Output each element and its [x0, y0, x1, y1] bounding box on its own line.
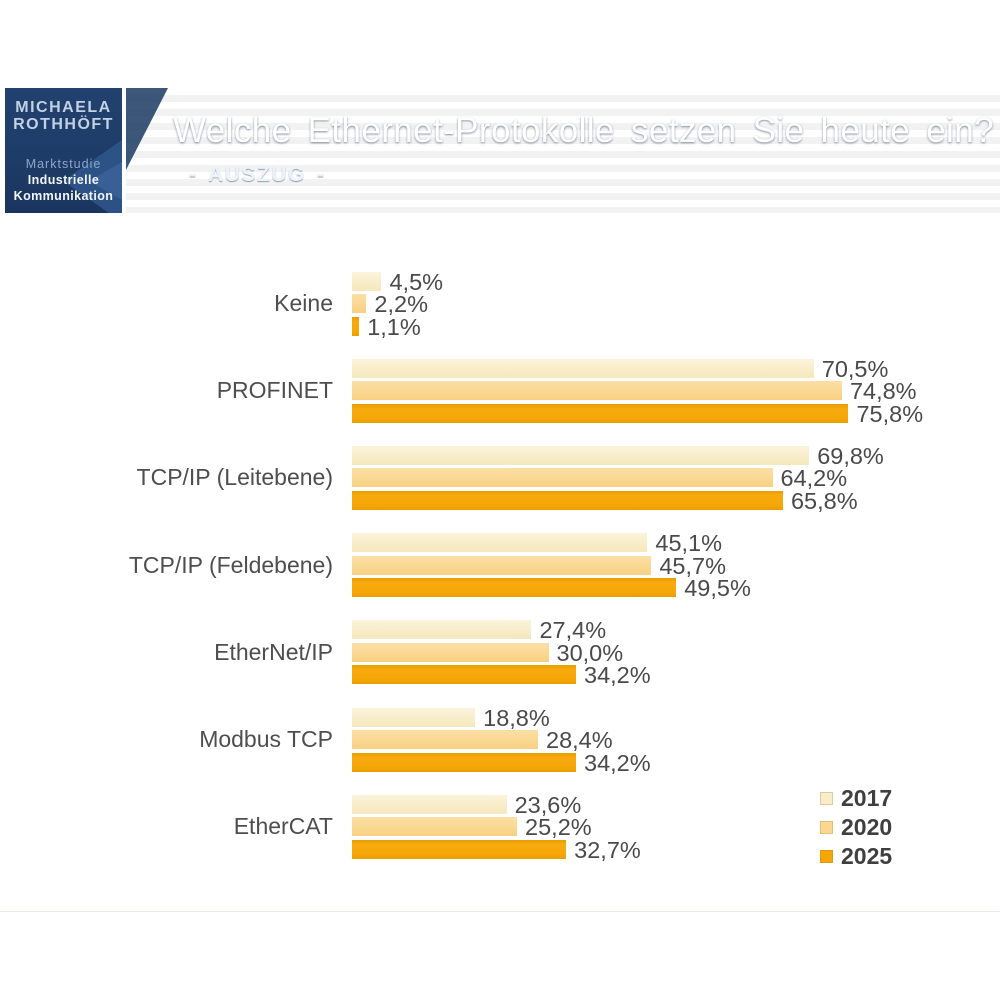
- legend-label-2017: 2017: [841, 785, 893, 811]
- bar-2025: [352, 665, 576, 685]
- value-label: 65,8%: [790, 487, 858, 514]
- category-label: TCP/IP (Leitebene): [136, 464, 333, 491]
- value-label: 34,2%: [584, 749, 651, 776]
- bar-group: TCP/IP (Leitebene) 69,8% 64,2% 65,8%: [0, 442, 1000, 514]
- bar-group: EtherCAT 23,6% 25,2% 32,7%: [0, 791, 1000, 863]
- logo-name-line2: ROTHHÖFT: [13, 116, 114, 133]
- value-label: 49,5%: [684, 575, 751, 602]
- category-label: TCP/IP (Feldebene): [128, 551, 333, 578]
- bar-group: Modbus TCP 18,8% 28,4% 34,2%: [0, 704, 1000, 776]
- bar-2025: [352, 578, 677, 598]
- title-band: Welche Ethernet-Protokolle setzen Sie he…: [126, 88, 1000, 213]
- logo: MICHAELA ROTHHÖFT Marktstudie Industriel…: [5, 88, 122, 213]
- value-label: 23,6%: [514, 791, 582, 818]
- banner-wedge-decoration: [126, 88, 168, 170]
- value-label: 28,4%: [546, 727, 613, 753]
- bar-group: PROFINET 70,5% 74,8% 75,8%: [0, 355, 1000, 427]
- legend-entry-2025: 2025: [820, 844, 892, 868]
- page-title: Welche Ethernet-Protokolle setzen Sie he…: [173, 111, 994, 150]
- category-label: EtherNet/IP: [214, 638, 333, 665]
- value-label: 74,8%: [849, 378, 917, 405]
- bar-2020: [352, 730, 539, 749]
- bar-2017: [352, 271, 382, 291]
- bar-group: EtherNet/IP 27,4% 30,0% 34,2%: [0, 617, 1000, 689]
- chart-bottom-border: [0, 911, 1000, 912]
- legend-entry-2020: 2020: [820, 815, 892, 839]
- value-label: 69,8%: [817, 442, 884, 469]
- logo-separator: [122, 88, 126, 213]
- legend-swatch-2020-icon: [820, 820, 833, 834]
- category-label: Keine: [274, 290, 333, 316]
- value-label: 4,5%: [389, 268, 444, 295]
- logo-subtitle-3: Kommunikation: [13, 189, 114, 203]
- logo-name-line1: MICHAELA: [15, 99, 112, 116]
- value-label: 1,1%: [367, 313, 421, 340]
- category-label: EtherCAT: [233, 813, 333, 840]
- bar-2020: [352, 468, 773, 488]
- bar-2017: [352, 707, 476, 727]
- legend-label-2025: 2025: [841, 843, 893, 869]
- value-label: 27,4%: [539, 617, 607, 644]
- bar-2017: [352, 358, 814, 378]
- category-label: PROFINET: [216, 377, 333, 404]
- logo-subtitle-2: Industrielle: [27, 173, 100, 187]
- bar-2025: [352, 752, 576, 772]
- bar-2017: [352, 620, 532, 640]
- value-label: 30,0%: [556, 639, 624, 666]
- value-label: 2,2%: [374, 291, 428, 317]
- legend-label-2020: 2020: [841, 814, 893, 840]
- bar-2020: [352, 817, 518, 837]
- value-label: 25,2%: [525, 814, 592, 841]
- bar-2020: [352, 294, 367, 313]
- bar-2020: [352, 555, 652, 575]
- header-banner: MICHAELA ROTHHÖFT Marktstudie Industriel…: [0, 88, 1000, 213]
- legend-entry-2017: 2017: [820, 786, 892, 810]
- category-label: Modbus TCP: [199, 726, 333, 752]
- value-label: 45,7%: [659, 552, 726, 579]
- bar-group: Keine 4,5% 2,2% 1,1%: [0, 268, 1000, 340]
- bar-group: TCP/IP (Feldebene) 45,1% 45,7% 49,5%: [0, 530, 1000, 602]
- bar-2025: [352, 839, 567, 859]
- bar-2025: [352, 316, 360, 336]
- value-label: 34,2%: [584, 662, 651, 689]
- bar-2020: [352, 642, 549, 662]
- chart-legend: 2017 2020 2025: [820, 786, 892, 873]
- legend-swatch-2017-icon: [820, 791, 833, 805]
- page-subtitle: - AUSZUG -: [189, 163, 326, 186]
- bar-2017: [352, 794, 507, 814]
- value-label: 32,7%: [574, 836, 641, 863]
- bar-2020: [352, 381, 842, 401]
- legend-swatch-2025-icon: [820, 849, 833, 863]
- value-label: 75,8%: [856, 400, 924, 427]
- value-label: 45,1%: [655, 530, 723, 557]
- bar-2017: [352, 533, 648, 553]
- value-label: 70,5%: [821, 355, 889, 382]
- bar-2017: [352, 445, 810, 465]
- bar-2025: [352, 490, 783, 510]
- value-label: 18,8%: [483, 704, 550, 731]
- logo-arrow-icon: [63, 140, 122, 213]
- value-label: 64,2%: [780, 465, 848, 492]
- logo-subtitle-1: Marktstudie: [25, 157, 102, 171]
- bar-2025: [352, 403, 849, 423]
